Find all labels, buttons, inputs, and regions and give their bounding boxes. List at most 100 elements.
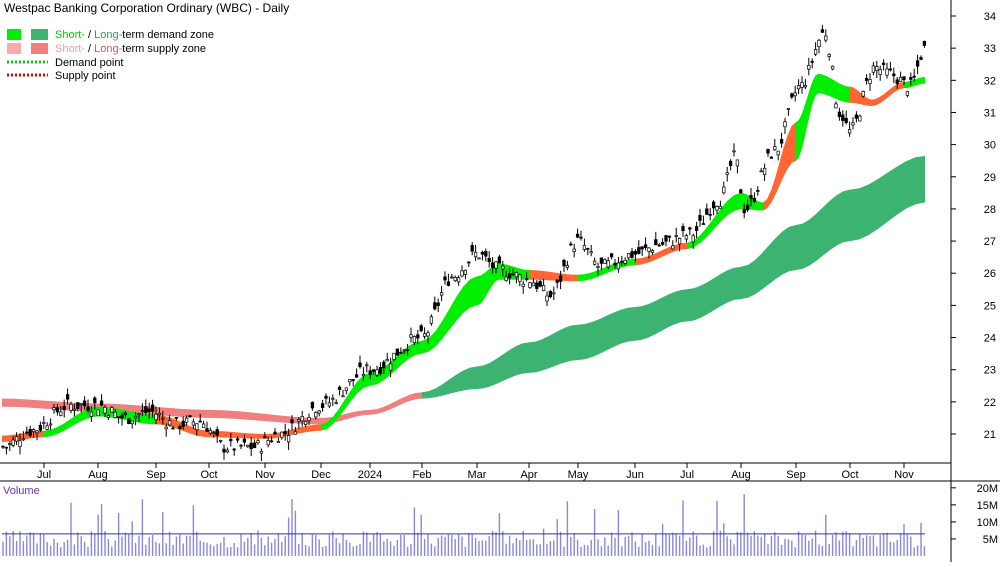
candle-body	[514, 272, 519, 278]
candle	[62, 399, 66, 418]
short-term-zone-segment	[321, 372, 370, 431]
candle	[671, 240, 675, 250]
candle-body	[494, 261, 498, 269]
candle-body	[82, 400, 87, 407]
short-term-zone-segment	[477, 263, 499, 306]
candle-body	[820, 29, 825, 33]
candle	[45, 422, 49, 431]
candle	[630, 248, 634, 259]
candle	[361, 367, 366, 382]
candle	[266, 436, 270, 448]
candle	[35, 430, 39, 441]
candle	[915, 54, 920, 75]
candle-body	[307, 417, 311, 421]
candle	[694, 221, 699, 239]
candle-body	[694, 226, 699, 231]
candle-body	[647, 247, 651, 252]
candle-body	[773, 146, 777, 151]
candle-body	[800, 82, 804, 88]
candle	[371, 369, 376, 376]
candle-body	[545, 295, 549, 302]
candle-body	[548, 290, 553, 298]
candle-body	[759, 170, 763, 173]
candle	[501, 260, 505, 277]
candle-body	[229, 438, 233, 442]
candle	[603, 258, 607, 264]
candle	[708, 208, 712, 221]
candle-body	[242, 438, 247, 443]
candle	[470, 242, 474, 256]
candle	[320, 399, 325, 412]
candle	[834, 101, 838, 109]
candle	[232, 447, 236, 456]
candle-body	[667, 235, 672, 238]
candle-body	[395, 348, 400, 356]
legend-demand-long: Long-	[94, 29, 122, 41]
candle-body	[45, 425, 49, 430]
x-tick-label: Aug	[88, 469, 108, 481]
long-term-zone-segment	[850, 155, 925, 242]
candle-body	[259, 450, 264, 454]
candle	[844, 110, 848, 125]
legend-demand-point: Demand point	[55, 57, 124, 69]
legend-swatch-short-demand	[7, 29, 21, 40]
candle	[521, 280, 525, 294]
candle	[599, 257, 604, 271]
candle	[293, 426, 298, 435]
candle-body	[130, 420, 134, 425]
candle-body	[569, 243, 573, 246]
candle-body	[630, 251, 634, 258]
candle-body	[878, 69, 882, 75]
candle-body	[405, 349, 410, 351]
candle	[82, 396, 87, 410]
candle-body	[888, 68, 893, 71]
candle	[392, 352, 396, 362]
candle-body	[841, 114, 845, 121]
candle	[531, 278, 536, 287]
candle	[674, 227, 678, 243]
candle-body	[266, 440, 270, 446]
candle-body	[388, 363, 393, 371]
candle	[562, 258, 566, 272]
candle	[412, 335, 417, 346]
candle-body	[524, 278, 529, 280]
candle-body	[269, 440, 274, 443]
candle	[181, 416, 185, 430]
y-tick-label: 29	[984, 172, 996, 184]
candle-body	[42, 421, 46, 424]
candle	[1, 445, 5, 449]
candle-body	[654, 239, 658, 246]
candle	[229, 432, 233, 447]
candle-body	[201, 423, 206, 428]
short-term-zone-segment	[44, 406, 98, 438]
candle	[460, 265, 464, 278]
candle	[535, 280, 539, 292]
candle	[626, 252, 631, 260]
x-tick-label: Aug	[731, 469, 751, 481]
candle-body	[902, 76, 906, 81]
candle-body	[235, 438, 240, 441]
candle-body	[178, 426, 182, 429]
candle	[552, 286, 556, 301]
candle-body	[412, 336, 417, 344]
candle-body	[796, 85, 801, 90]
candle	[572, 243, 576, 258]
y-tick-label: 22	[984, 397, 996, 409]
candle-body	[256, 440, 260, 444]
candle	[453, 275, 457, 283]
candle	[718, 200, 723, 209]
candle	[558, 270, 563, 290]
long-term-zone-segment	[635, 289, 687, 341]
candle-body	[365, 364, 369, 367]
candle	[144, 399, 148, 416]
candle	[728, 159, 733, 171]
candle-body	[915, 60, 920, 67]
candle	[643, 237, 648, 251]
candle	[467, 261, 471, 267]
candle	[864, 74, 869, 85]
candle-body	[140, 410, 145, 412]
candle	[4, 446, 9, 455]
candle	[705, 203, 709, 215]
candle-body	[909, 77, 913, 80]
candle-body	[276, 441, 281, 443]
